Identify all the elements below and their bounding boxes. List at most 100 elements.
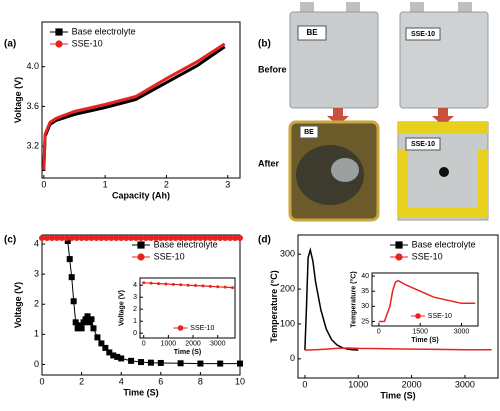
y-tick-label: 200 [280, 283, 295, 293]
data-point [157, 359, 164, 366]
y-axis-label: Voltage (V) [119, 290, 126, 326]
pouch [399, 11, 489, 109]
x-tick-label: 0 [377, 328, 381, 335]
data-point [78, 235, 85, 242]
data-point [98, 340, 105, 347]
data-point [171, 282, 175, 286]
data-point [152, 235, 159, 242]
data-point [186, 283, 190, 287]
y-tick-label: 300 [280, 249, 295, 259]
data-point [217, 360, 224, 367]
data-point [164, 282, 168, 286]
legend-marker [177, 325, 184, 331]
data-point [167, 235, 174, 242]
data-point [82, 316, 89, 323]
data-point [84, 313, 91, 320]
x-tick-label: 0 [142, 340, 146, 347]
y-tick-label: 4 [34, 238, 39, 248]
data-point [108, 235, 115, 242]
data-point [43, 235, 50, 242]
legend-marker [415, 313, 421, 319]
x-tick-label: 2000 [185, 340, 201, 347]
legend-label: SSE-10 [428, 313, 452, 320]
data-point [179, 283, 183, 287]
data-point [94, 334, 101, 341]
data-point [128, 357, 135, 364]
y-tick-label: 4.0 [26, 61, 39, 71]
tape [478, 150, 488, 216]
data-point [227, 235, 234, 242]
tag [297, 25, 327, 41]
data-point [172, 235, 179, 242]
y-tick-label: 25 [361, 318, 369, 325]
y-tick-label: 3 [34, 269, 39, 279]
data-point [98, 235, 105, 242]
data-point [88, 316, 95, 323]
tape [398, 208, 488, 218]
y-axis-label: Voltage (V) [13, 282, 23, 328]
data-point [118, 235, 125, 242]
tag [299, 125, 319, 139]
y-tick-label: 4 [133, 282, 137, 289]
data-point [53, 235, 60, 242]
data-point [90, 325, 97, 332]
y-tick-label: 2 [34, 299, 39, 309]
legend-label: SSE-10 [412, 251, 443, 261]
y-axis-label: Temperature (°C) [269, 270, 279, 342]
x-axis-label: Time (S) [123, 387, 158, 397]
data-point [64, 238, 71, 245]
x-tick-label: 3 [225, 180, 230, 190]
series-line [304, 247, 359, 351]
data-point [216, 285, 220, 289]
data-point [88, 235, 95, 242]
y-tick-label: 35 [361, 288, 369, 295]
y-tick-label: 2 [133, 306, 137, 313]
data-point [212, 235, 219, 242]
x-tick-label: 4 [119, 377, 124, 387]
data-point [39, 235, 45, 242]
data-point [222, 235, 229, 242]
data-point [177, 235, 184, 242]
legend-marker [395, 253, 403, 261]
tape [398, 122, 488, 134]
legend-label: SSE-10 [190, 325, 214, 332]
row-label: After [258, 158, 279, 168]
arrow [327, 108, 349, 126]
data-point [72, 319, 79, 326]
legend-label: SSE-10 [154, 251, 185, 261]
data-point [68, 235, 75, 242]
tab [458, 2, 472, 14]
data-point [118, 355, 125, 362]
tag [405, 27, 441, 41]
y-tick-label: 3.2 [26, 141, 39, 151]
x-tick-label: 1000 [348, 380, 368, 390]
data-point [207, 235, 214, 242]
x-tick-label: 6 [158, 377, 163, 387]
data-point [78, 325, 85, 332]
data-point [138, 235, 144, 242]
data-point [114, 353, 121, 360]
data-point [217, 235, 224, 242]
panel-label: (a) [4, 39, 16, 50]
burn [331, 158, 359, 182]
legend-label: Base electrolyte [72, 26, 136, 36]
data-point [133, 235, 140, 242]
data-point [202, 235, 209, 242]
x-tick-label: 1500 [412, 328, 428, 335]
data-point [70, 298, 77, 305]
data-point [197, 360, 204, 367]
hole [439, 167, 449, 177]
data-point [106, 349, 113, 356]
legend-label: Base electrolyte [412, 239, 476, 249]
data-point [66, 256, 73, 263]
panel-label: (d) [258, 235, 271, 246]
tape [398, 150, 408, 216]
data-point [48, 235, 55, 242]
data-point [102, 344, 109, 351]
data-point [80, 319, 87, 326]
x-tick-label: 1 [103, 180, 108, 190]
x-tick-label: 2 [79, 377, 84, 387]
y-tick-label: 3 [133, 294, 137, 301]
data-point [74, 325, 81, 332]
y-tick-label: 0 [34, 359, 39, 369]
